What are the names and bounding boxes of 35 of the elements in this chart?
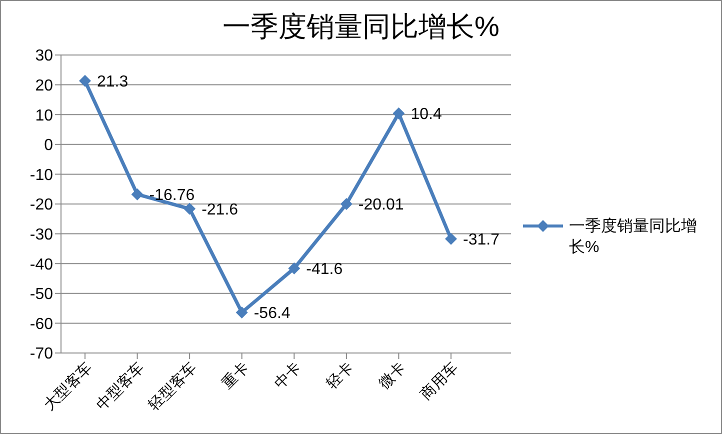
point <box>79 74 91 87</box>
y-tick-label: 20 <box>35 77 54 94</box>
x-tick-label: 商用车 <box>418 359 462 404</box>
legend-label: 一季度销量同比增长% <box>569 216 698 258</box>
y-tick-label: 10 <box>35 107 54 124</box>
y-tick-label: -30 <box>30 226 54 244</box>
y-tick-label: 30 <box>35 48 54 65</box>
x-tick-label: 微卡 <box>376 359 410 393</box>
data-label: 10.4 <box>410 106 442 124</box>
point <box>288 262 300 274</box>
x-tick-label: 中型客车 <box>93 359 148 414</box>
point <box>445 232 457 245</box>
chart-title: 一季度销量同比增长% <box>222 10 500 44</box>
point <box>131 188 144 200</box>
y-tick-label: -60 <box>30 316 54 333</box>
data-label: -56.4 <box>254 305 290 322</box>
data-label: -16.76 <box>149 187 195 204</box>
y-tick-label: -50 <box>30 286 54 304</box>
x-tick-label: 重卡 <box>218 359 252 393</box>
point <box>340 198 352 210</box>
data-label: -41.6 <box>306 261 343 278</box>
data-label: -21.6 <box>202 201 238 218</box>
data-label: -31.7 <box>463 232 500 249</box>
point <box>236 306 248 318</box>
x-tick-label: 轻型客车 <box>145 359 200 414</box>
x-tick-label: 轻卡 <box>324 359 357 393</box>
y-tick-label: -10 <box>30 166 54 184</box>
x-tick-label: 中卡 <box>271 359 304 393</box>
y-tick-label: -20 <box>30 196 54 214</box>
data-label: 21.3 <box>97 74 128 91</box>
point <box>184 202 196 215</box>
y-tick-label: -40 <box>30 256 54 274</box>
y-tick-label: 0 <box>44 137 54 154</box>
point <box>392 107 405 120</box>
data-label: -20.01 <box>358 196 404 214</box>
